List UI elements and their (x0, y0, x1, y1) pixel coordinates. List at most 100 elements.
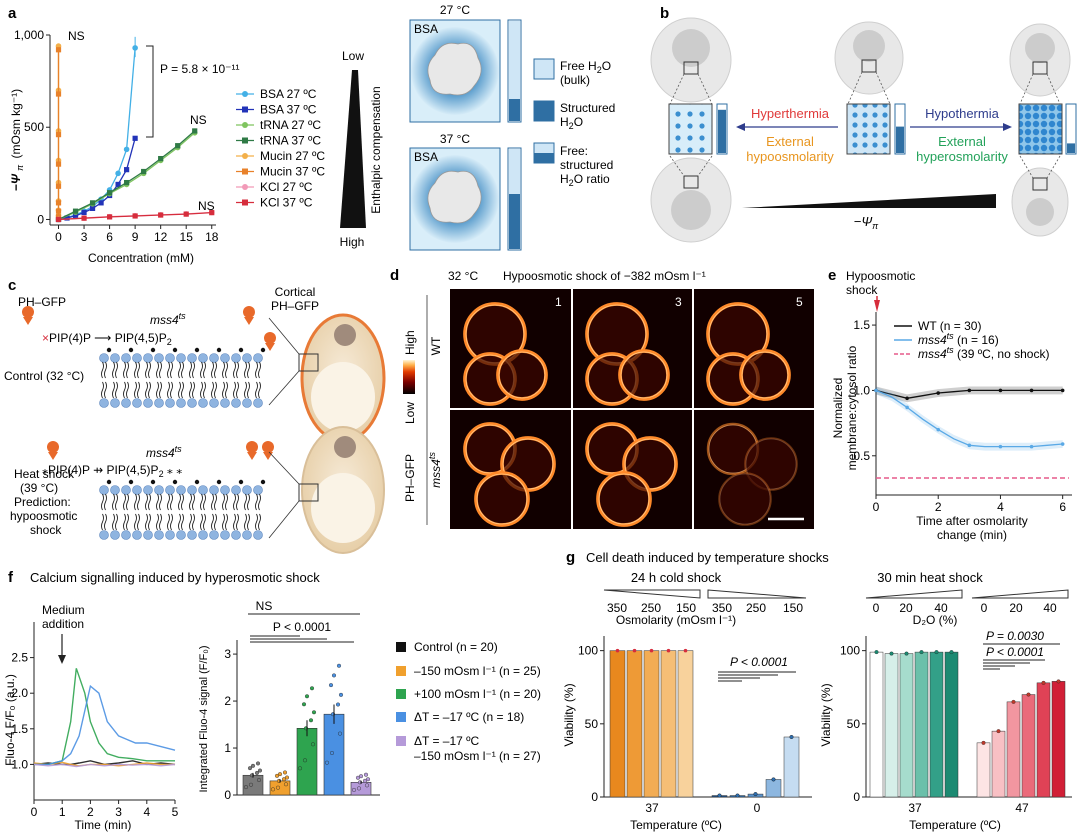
g-heat-point-47 (1011, 699, 1016, 704)
e-point (967, 388, 972, 393)
lipid-tail (137, 513, 140, 531)
lipid-tail (156, 493, 159, 511)
a-point (55, 183, 62, 189)
g-cold-point-0 (735, 793, 740, 798)
lipid-tail (200, 361, 203, 379)
f-legend-swatch (396, 689, 406, 699)
d-frame-1: 1 (555, 295, 562, 309)
lipid-tail (258, 381, 261, 399)
c-roi-heat (298, 483, 319, 502)
g-heat-bar-47 (976, 742, 991, 798)
e-point (998, 444, 1003, 449)
a-point (55, 216, 62, 223)
g-d2o-tick: 20 (899, 601, 913, 615)
panel-label-a: a (8, 5, 17, 22)
f-trace-line (34, 668, 175, 766)
lipid-tail (192, 361, 195, 379)
d-temp: 32 °C (448, 269, 478, 283)
c-heat-2: (39 °C) (20, 481, 58, 495)
pip-dot (194, 347, 200, 353)
g1-ytick-label: 0 (591, 790, 598, 804)
lipid-tail (233, 493, 236, 511)
g-cold-bar-0 (783, 736, 800, 798)
a-temp-27: 27 °C (440, 3, 470, 17)
phgfp-head (246, 441, 258, 453)
lipid-head (231, 530, 241, 540)
d-lut-low: Low (403, 402, 417, 424)
cell-membrane-highlight (598, 473, 650, 525)
g-heat: 30 min heat shock (877, 570, 983, 585)
a-point (55, 200, 62, 206)
a-legend-ratio-swatch-fill (534, 153, 554, 163)
lipid-tail (244, 493, 247, 511)
e-plot-area: 0.5 1.0 1.5 0 2 4 6 WT (n = 30)mss4ts (n = 16)m… (853, 312, 1072, 514)
pip-dot (106, 479, 112, 485)
lipid-tail (255, 361, 258, 379)
pip-dot (128, 479, 134, 485)
a-xtick-label: 9 (132, 230, 139, 244)
lipid-tail (156, 361, 159, 379)
lipid-head (110, 485, 120, 495)
f-bar-point (257, 778, 262, 783)
a-point (115, 170, 121, 177)
pip-dot (128, 347, 134, 353)
a-ytick-label: 1,000 (14, 28, 44, 42)
a-point (158, 155, 164, 162)
a-pvalue: P = 5.8 × 10⁻¹¹ (160, 62, 240, 76)
a-ylabel-sub: π (15, 164, 25, 171)
lipid-tail (233, 381, 236, 399)
a-point (209, 210, 215, 216)
b-nucleus-top-right (1025, 33, 1055, 63)
lipid-tail (170, 381, 173, 399)
a-point (55, 161, 62, 167)
f-bar-point (302, 702, 307, 707)
e-xtick-label: 0 (873, 500, 880, 514)
a-ytick-label: 0 (37, 212, 44, 226)
e-point (967, 443, 972, 448)
lipid-tail (167, 381, 170, 399)
lipid-tail (189, 513, 192, 531)
lipid-tail (137, 381, 140, 399)
lipid-tail (200, 493, 203, 511)
f-bar-point (311, 742, 316, 747)
a-legend-free-swatch (533, 58, 555, 80)
f-xtick-label: 5 (172, 805, 179, 819)
lipid-head (220, 530, 230, 540)
e-point (905, 405, 909, 410)
c-pip-row-2: ⁎PIP(4)P ⇸ PIP(4,5)P2 ⁎ ⁎ (42, 463, 182, 479)
g-heat-point-37 (919, 650, 924, 655)
phgfp-body (244, 317, 254, 325)
g-heat-bar-47 (1036, 682, 1051, 798)
f-xtick-label: 0 (31, 805, 38, 819)
e-legend-label: mss4ts (39 ºC, no shock) (918, 345, 1049, 361)
lipid-head (242, 353, 252, 363)
f-bar-point (254, 770, 259, 775)
g-heat-point-37 (904, 651, 909, 656)
cell-membrane (596, 471, 652, 527)
lipid-tail (203, 493, 206, 511)
f-trace-line (34, 684, 176, 766)
a-legend-label: Mucin 27 ºC (260, 149, 325, 163)
lipid-tail (101, 513, 104, 531)
panel-label-f: f (8, 569, 14, 586)
g-cold-cat-0: 0 (754, 801, 761, 815)
g-cold-bar-37 (677, 650, 694, 798)
b-roi-top-left (683, 61, 699, 75)
c-control-label: Control (32 °C) (4, 369, 84, 383)
b-ext-hypo-2: hypoosmolarity (746, 149, 834, 164)
a-point (98, 200, 104, 206)
a-point (192, 128, 198, 134)
a-legend-structured: Structured (560, 101, 615, 115)
g-d2o-tick: 40 (934, 601, 948, 615)
f-medium-2: addition (42, 617, 84, 631)
lipid-tail (137, 361, 140, 379)
cell-membrane-highlight (741, 351, 789, 399)
lipid-tail (244, 381, 247, 399)
lipid-tail (255, 513, 258, 531)
phgfp-body (265, 343, 275, 351)
lipid-tail (181, 361, 184, 379)
f-traces-plot: 1.0 1.5 2.0 2.5 0 1 2 3 4 5 (11, 622, 179, 819)
g-cold-point-37 (666, 648, 671, 653)
c-zoom-line-1 (268, 317, 300, 355)
lipid-head (132, 485, 142, 495)
